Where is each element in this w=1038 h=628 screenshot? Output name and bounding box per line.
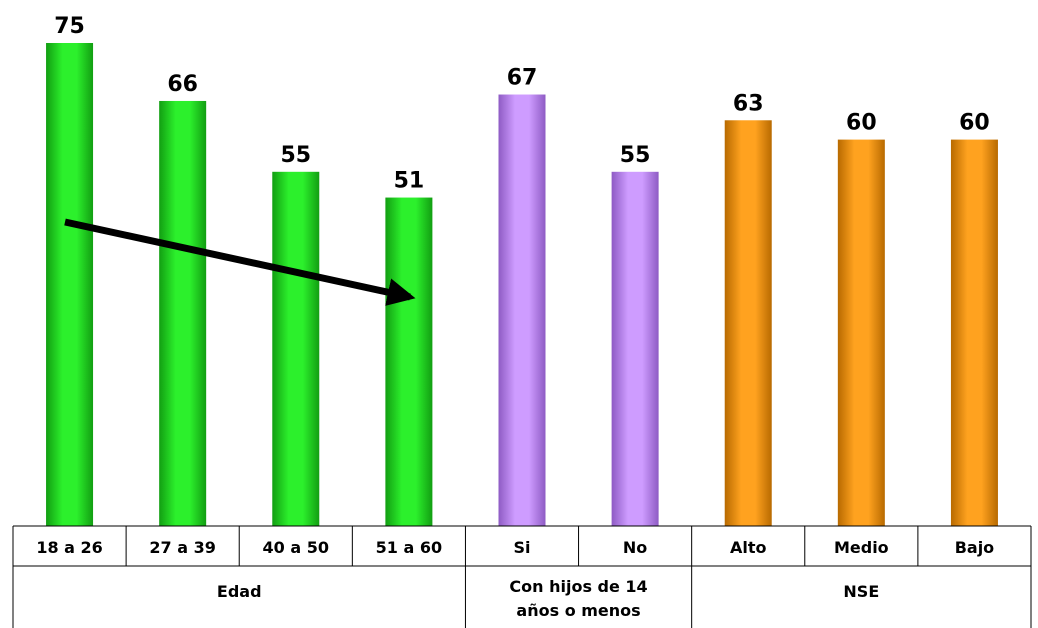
bar-bajo [950, 139, 998, 526]
bar-no [611, 171, 659, 527]
category-tick-label: 27 a 39 [149, 538, 215, 557]
category-tick-label: Si [513, 538, 530, 557]
value-label: 51 [394, 169, 425, 194]
bar-medio [837, 139, 885, 526]
category-tick-label: 40 a 50 [263, 538, 329, 557]
value-label: 60 [959, 111, 990, 136]
bar-alto [724, 120, 772, 526]
value-label: 63 [733, 91, 764, 116]
bar-si [498, 94, 546, 527]
category-table: 18 a 26 27 a 39 40 a 50 51 a 60 Si No Alto Medi… [12, 525, 1032, 628]
bars-layer [46, 43, 998, 527]
value-label: 75 [54, 14, 85, 39]
value-label: 60 [846, 111, 877, 136]
category-tick-label: 18 a 26 [36, 538, 102, 557]
trend-arrow [64, 218, 416, 306]
group-label: Edad [217, 582, 262, 601]
bar-40-a-50 [272, 171, 320, 527]
group-label: años o menos [516, 601, 640, 620]
value-label: 55 [280, 143, 311, 168]
value-label: 67 [507, 66, 538, 91]
group-label: Con hijos de 14 [509, 577, 647, 596]
category-tick-label: Bajo [955, 538, 994, 557]
bar-51-a-60 [385, 197, 433, 526]
group-label: NSE [843, 582, 879, 601]
value-label: 66 [167, 72, 198, 97]
category-tick-label: Medio [834, 538, 889, 557]
category-tick-label: No [623, 538, 647, 557]
value-label: 55 [620, 143, 651, 168]
bar-18-a-26 [46, 43, 94, 526]
bar-27-a-39 [159, 100, 207, 527]
value-labels-layer: 75 66 55 51 67 55 63 60 60 [54, 14, 990, 194]
category-tick-label: 51 a 60 [376, 538, 442, 557]
category-tick-label: Alto [730, 538, 767, 557]
